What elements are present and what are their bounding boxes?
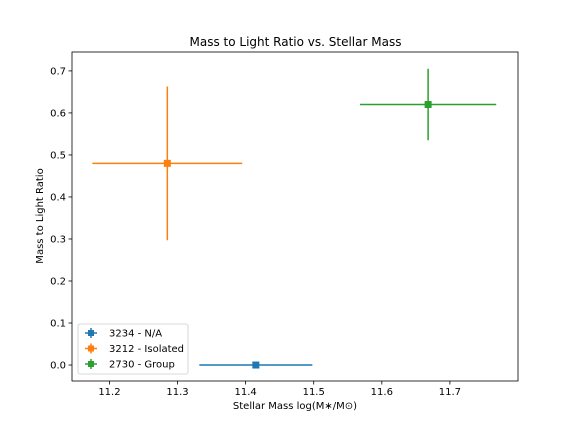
legend: 3234 - N/A 3212 - Isolated 2730 - Group: [77, 323, 189, 375]
x-axis: 11.2 11.3 11.4 11.5 11.6 11.7: [98, 381, 461, 398]
data-point: [252, 361, 260, 369]
y-axis: 0.0 0.1 0.2 0.3 0.4 0.5 0.6 0.7: [50, 66, 72, 372]
legend-swatch-marker: [88, 330, 94, 336]
legend-swatch-marker: [88, 345, 94, 352]
y-tick-label: 0.5: [50, 150, 66, 161]
x-tick-label: 11.4: [235, 387, 257, 398]
data-series: [360, 68, 497, 141]
plot-area: [92, 68, 497, 369]
x-tick-label: 11.2: [98, 387, 120, 398]
y-tick-label: 0.1: [50, 319, 66, 330]
data-point: [424, 101, 432, 109]
plot-frame: [71, 51, 519, 382]
legend-label: 3234 - N/A: [109, 329, 162, 340]
chart-title: Mass to Light Ratio vs. Stellar Mass: [190, 35, 402, 49]
legend-label: 3212 - Isolated: [109, 344, 184, 355]
x-tick-label: 11.3: [166, 387, 188, 398]
x-tick-label: 11.6: [371, 387, 393, 398]
x-tick-label: 11.5: [303, 387, 325, 398]
legend-label: 2730 - Group: [109, 360, 175, 371]
y-tick-label: 0.6: [50, 108, 66, 119]
y-tick-label: 0.7: [50, 66, 66, 77]
data-series: [92, 86, 243, 241]
y-tick-label: 0.0: [50, 361, 66, 372]
legend-item: 2730 - Group: [85, 359, 175, 371]
y-axis-title: Mass to Light Ratio: [35, 168, 46, 263]
data-point: [163, 159, 171, 167]
data-series: [199, 361, 313, 369]
x-axis-title: Stellar Mass log(M∗/M⊙): [233, 401, 357, 412]
x-tick-label: 11.7: [439, 387, 461, 398]
legend-item: 3212 - Isolated: [85, 343, 184, 355]
legend-item: 3234 - N/A: [85, 328, 162, 340]
y-tick-label: 0.3: [50, 234, 66, 245]
legend-box: [77, 323, 189, 375]
y-tick-label: 0.2: [50, 276, 66, 287]
y-tick-label: 0.4: [50, 192, 66, 203]
legend-swatch-marker: [88, 361, 94, 367]
